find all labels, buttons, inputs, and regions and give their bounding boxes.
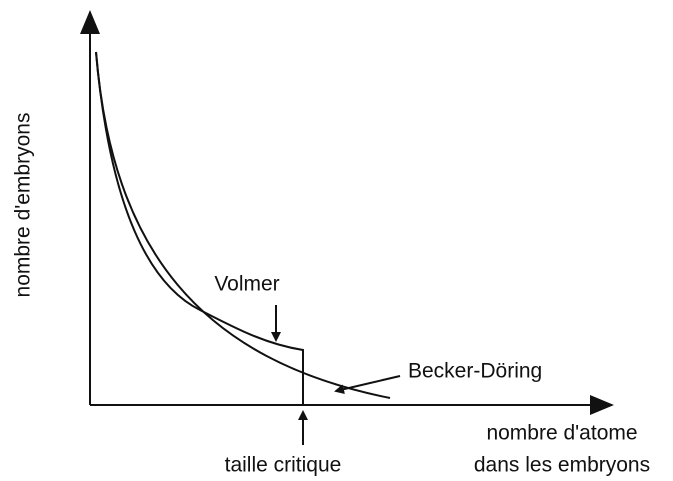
y-axis-label: nombre d'embryons xyxy=(12,113,35,298)
becker-doring-curve xyxy=(95,51,391,399)
annotation: Volmer xyxy=(214,273,279,296)
annotation: Becker-Döring xyxy=(408,360,542,383)
volmer-curve xyxy=(95,51,304,405)
x-axis-label: dans les embryons xyxy=(474,454,650,477)
x-axis-label: nombre d'atome xyxy=(486,422,637,445)
becker-doring-arrow xyxy=(334,375,401,395)
annotation: taille critique xyxy=(225,454,342,477)
